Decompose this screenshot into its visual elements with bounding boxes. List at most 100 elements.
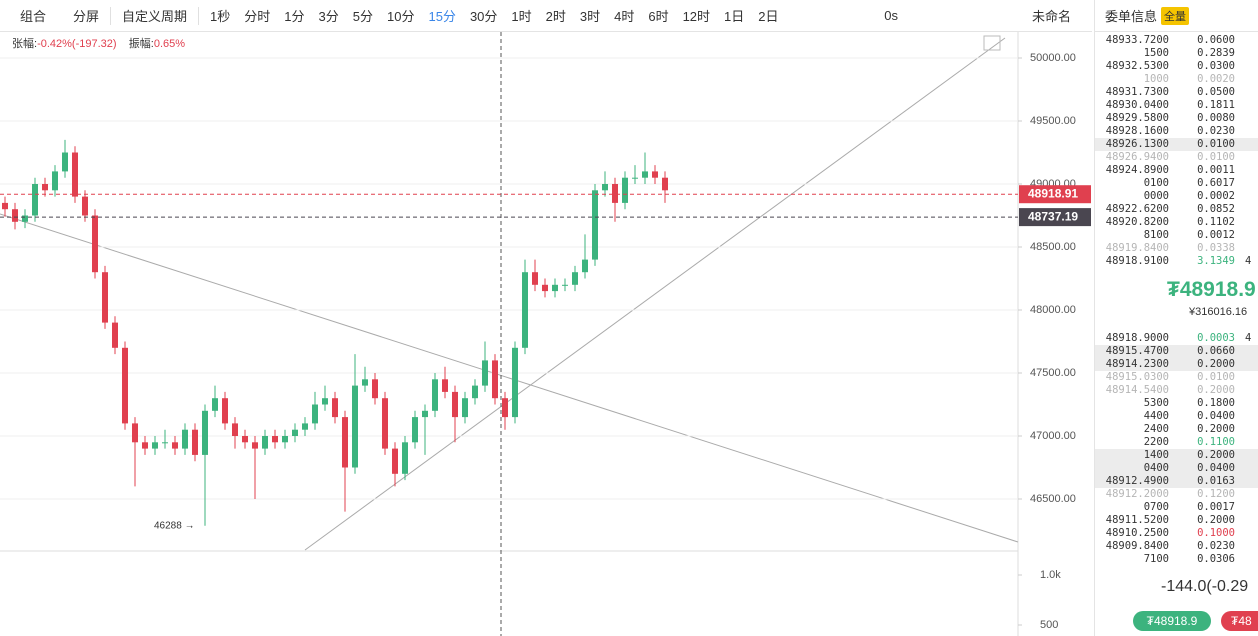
y-tick-label: 48500.00	[1030, 241, 1076, 253]
order-row: 48926.9400 0.0100	[1095, 151, 1258, 164]
order-amount: 0.0338	[1197, 242, 1235, 254]
orderbook-header: 委单信息 全量	[1095, 0, 1258, 32]
order-amount: 0.1811	[1197, 99, 1235, 111]
order-price: 48918.9100	[1105, 255, 1169, 267]
candle-body	[512, 347, 518, 418]
toolbar-item[interactable]: 5分	[352, 9, 373, 24]
label: 振幅:	[128, 38, 154, 50]
chart: 50000.0049500.0049000.0048500.0048000.00…	[0, 32, 1091, 636]
candle-body	[32, 184, 38, 216]
toolbar-item[interactable]: 4时	[614, 9, 635, 24]
order-amount: 0.0020	[1197, 73, 1235, 85]
order-row: 48918.9100 3.1349 4	[1095, 255, 1258, 268]
order-amount: 0.0230	[1197, 125, 1235, 137]
toolbar-item[interactable]: 组合	[20, 9, 47, 24]
candle-body	[152, 442, 158, 449]
toolbar-item[interactable]: 1时	[511, 9, 532, 24]
order-row: 8100 0.0012	[1095, 229, 1258, 242]
candle-body	[272, 436, 278, 443]
toolbar-item[interactable]: 12时	[682, 9, 711, 24]
y-tick-label: 49500.00	[1030, 115, 1076, 127]
toolbar-item[interactable]: 1秒	[210, 9, 231, 24]
candle-body	[22, 215, 28, 222]
candle-body	[122, 347, 128, 424]
toolbar-item[interactable]: 6时	[648, 9, 669, 24]
order-price: 0000	[1143, 190, 1169, 202]
order-price: 1500	[1143, 47, 1169, 59]
order-row: 2200 0.1100	[1095, 436, 1258, 449]
price-tag	[1019, 208, 1091, 227]
candle-body	[102, 272, 108, 323]
order-price: 0100	[1143, 177, 1169, 189]
candle-body	[292, 429, 298, 436]
order-price: 48909.8400	[1105, 540, 1169, 552]
toolbar-item[interactable]: 3分	[318, 9, 339, 24]
toolbar-item[interactable]: 15分	[428, 9, 456, 24]
candle-body	[12, 209, 18, 222]
y-tick-label: 46500.00	[1030, 493, 1076, 505]
info-bar: 张幅:-0.42%(-197.32) 振幅:0.65%	[12, 35, 185, 51]
toolbar-item[interactable]: 分时	[244, 9, 271, 24]
candle-body	[622, 177, 628, 203]
candle-body	[432, 379, 438, 411]
order-price: 48933.7200	[1105, 34, 1169, 46]
order-row: 48922.6200 0.0852	[1095, 203, 1258, 216]
order-amount: 0.1200	[1197, 488, 1235, 500]
candle-body	[132, 423, 138, 443]
y-tick-label: 50000.00	[1030, 52, 1076, 64]
expand-icon[interactable]	[983, 35, 1001, 51]
buy-button[interactable]: ₮48918.9	[1133, 611, 1211, 631]
order-row: 48926.1300 0.0100	[1095, 138, 1258, 151]
toolbar-item[interactable]: 10分	[387, 9, 415, 24]
order-amount: 0.0852	[1197, 203, 1235, 215]
change: -0.42%(-197.32)	[37, 38, 117, 50]
last-price: ₮48918.9	[1167, 278, 1256, 301]
order-row: 1400 0.2000	[1095, 449, 1258, 462]
order-price: 1000	[1143, 73, 1169, 85]
order-amount: 0.2000	[1197, 514, 1235, 526]
toolbar-item[interactable]: 30分	[469, 9, 498, 24]
order-amount: 0.1100	[1197, 436, 1235, 448]
candle-body	[182, 429, 188, 449]
badge[interactable]: 全量	[1161, 6, 1190, 25]
toolbar-item[interactable]: 1日	[724, 9, 745, 24]
order-amount: 0.0306	[1197, 553, 1235, 565]
order-amount: 0.2000	[1197, 449, 1235, 461]
layout-name[interactable]: 未命名	[1031, 9, 1071, 24]
order-price: 48911.5200	[1105, 514, 1169, 526]
order-price: 8100	[1143, 229, 1169, 241]
candle-body	[452, 391, 458, 418]
candle-body	[302, 423, 308, 430]
toolbar-item[interactable]: 3时	[579, 9, 601, 24]
order-row: 48930.0400 0.1811	[1095, 99, 1258, 112]
order-row: 48915.4700 0.0660	[1095, 345, 1258, 358]
candle-body	[562, 284, 568, 286]
candle-body	[222, 398, 228, 424]
order-price: 1400	[1143, 449, 1169, 461]
order-row: 48929.5800 0.0080	[1095, 112, 1258, 125]
order-row: 5300 0.1800	[1095, 397, 1258, 410]
toolbar-item[interactable]: 2时	[545, 9, 566, 24]
candle-body	[142, 442, 148, 449]
order-row: 1500 0.2839	[1095, 47, 1258, 60]
toolbar-item[interactable]: 自定义周期	[122, 9, 188, 24]
title: 委单信息	[1105, 9, 1158, 24]
candle-body	[162, 442, 168, 444]
candle-body	[642, 171, 648, 178]
toolbar-item[interactable]: 分屏	[73, 9, 100, 24]
bids: 48918.9000 0.0003 4 48915.4700 0.0660 48914.2…	[1095, 332, 1258, 566]
candle-body	[592, 190, 598, 260]
separator	[198, 6, 200, 25]
order-price: 2400	[1143, 423, 1169, 435]
order-row: 48914.5400 0.2000	[1095, 384, 1258, 397]
order-price: 48926.1300	[1105, 138, 1169, 150]
sell-button[interactable]: ₮48	[1221, 611, 1258, 631]
order-amount: 0.6017	[1197, 177, 1235, 189]
order-row: 48915.0300 0.0100	[1095, 371, 1258, 384]
toolbar-item[interactable]: 1分	[284, 9, 305, 24]
order-price: 48919.8400	[1105, 242, 1169, 254]
timer[interactable]: 0s	[884, 8, 898, 23]
candle-body	[392, 448, 398, 474]
order-row: 48918.9000 0.0003 4	[1095, 332, 1258, 345]
toolbar-item[interactable]: 2日	[758, 9, 779, 24]
